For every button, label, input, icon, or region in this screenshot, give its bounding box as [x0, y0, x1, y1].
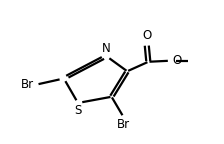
Text: O: O [142, 29, 151, 42]
Text: N: N [101, 42, 110, 55]
Text: S: S [74, 104, 82, 117]
Text: O: O [173, 54, 182, 67]
Text: Br: Br [117, 118, 130, 131]
Text: Br: Br [21, 78, 34, 91]
